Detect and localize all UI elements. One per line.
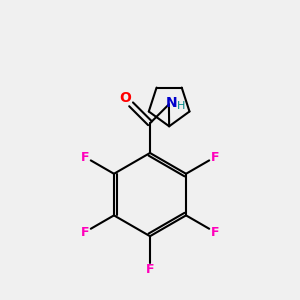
Text: F: F xyxy=(146,263,154,276)
Text: N: N xyxy=(166,96,177,110)
Text: F: F xyxy=(211,151,219,164)
Text: F: F xyxy=(81,151,89,164)
Text: F: F xyxy=(211,226,219,238)
Text: O: O xyxy=(119,92,131,106)
Text: H: H xyxy=(177,101,186,111)
Text: F: F xyxy=(81,226,89,238)
